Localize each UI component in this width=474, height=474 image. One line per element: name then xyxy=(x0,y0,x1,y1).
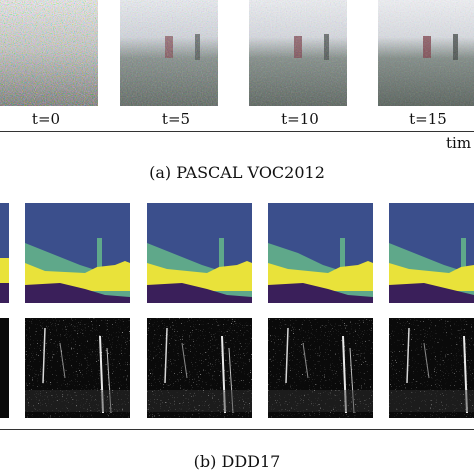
event-frame-4 xyxy=(389,318,474,418)
segmentation-map-2 xyxy=(147,203,252,303)
event-frame-2 xyxy=(147,318,252,418)
denoised-image xyxy=(249,0,347,106)
time-axis-line xyxy=(0,131,474,132)
frame-label-t0: t=0 xyxy=(31,110,61,128)
denoised-image xyxy=(378,0,474,106)
time-axis-label: tim xyxy=(446,134,472,152)
voc-frame-t0 xyxy=(0,0,98,106)
noise-image xyxy=(0,0,98,106)
voc-frame-t10 xyxy=(249,0,347,106)
segmentation-map-partial xyxy=(0,203,9,303)
frame-label-t15: t=15 xyxy=(409,110,447,128)
event-frame-partial xyxy=(0,318,9,418)
denoised-image xyxy=(120,0,218,106)
caption-a: (a) PASCAL VOC2012 xyxy=(149,163,325,182)
section-divider xyxy=(0,429,474,430)
segmentation-map-4 xyxy=(389,203,474,303)
segmentation-map-3 xyxy=(268,203,373,303)
event-frame-1 xyxy=(25,318,130,418)
frame-label-t5: t=5 xyxy=(161,110,191,128)
frame-label-t10: t=10 xyxy=(281,110,319,128)
caption-b: (b) DDD17 xyxy=(193,452,281,471)
voc-frame-t15 xyxy=(378,0,474,106)
event-frame-3 xyxy=(268,318,373,418)
voc-frame-t5 xyxy=(120,0,218,106)
segmentation-map-1 xyxy=(25,203,130,303)
